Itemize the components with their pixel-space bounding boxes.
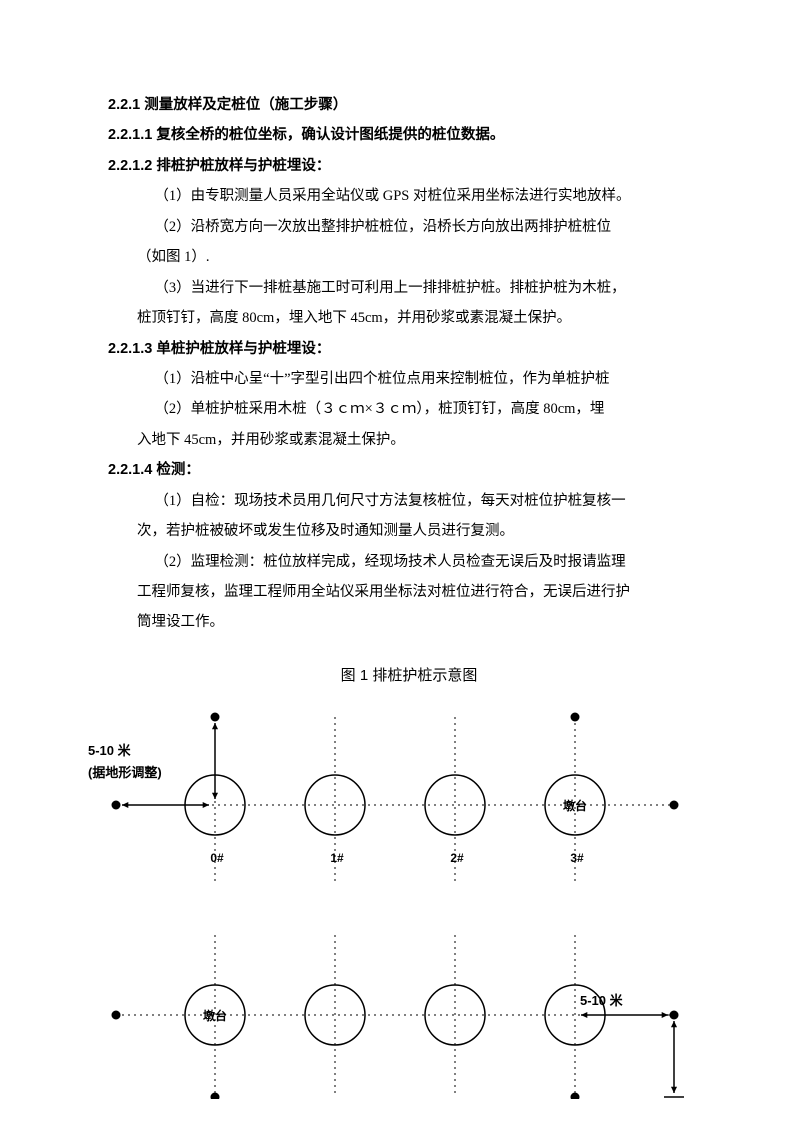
para-6a: （1）自检：现场技术员用几何尺寸方法复核桩位，每天对桩位护桩复核一 [108, 486, 710, 516]
figure-1-diagram: 5-10 米 (据地形调整) 0# 1# 2# 墩台 3# 墩台 5-10 米 [88, 699, 708, 1099]
para-5b: 入地下 45cm，并用砂浆或素混凝土保护。 [108, 425, 710, 455]
svg-text:墩台: 墩台 [563, 798, 587, 813]
para-1: （1）由专职测量人员采用全站仪或 GPS 对桩位采用坐标法进行实地放样。 [108, 181, 710, 211]
svg-text:5-10 米: 5-10 米 [580, 993, 624, 1008]
svg-text:0#: 0# [210, 851, 224, 865]
heading-2-2-1-3: 2.2.1.3 单桩护桩放样与护桩埋设： [108, 334, 710, 364]
svg-text:墩台: 墩台 [203, 1008, 227, 1023]
para-7a: （2）监理检测：桩位放样完成，经现场技术人员检查无误后及时报请监理 [108, 547, 710, 577]
heading-2-2-1-4: 2.2.1.4 检测： [108, 455, 710, 485]
para-3b: 桩顶钉钉，高度 80cm，埋入地下 45cm，并用砂浆或素混凝土保护。 [108, 303, 710, 333]
para-4: （1）沿桩中心呈“十”字型引出四个桩位点用来控制桩位，作为单桩护桩 [108, 364, 710, 394]
para-5a: （2）单桩护桩采用木桩（３ｃｍ×３ｃｍ），桩顶钉钉，高度 80cm，埋 [108, 394, 710, 424]
svg-text:(据地形调整): (据地形调整) [88, 765, 162, 780]
figure-1-caption: 图 1 排桩护桩示意图 [108, 664, 710, 685]
para-2b: （如图 1）. [108, 242, 710, 272]
para-2a: （2）沿桥宽方向一次放出整排护桩桩位，沿桥长方向放出两排护桩桩位 [108, 212, 710, 242]
svg-text:3#: 3# [570, 851, 584, 865]
para-3a: （3）当进行下一排桩基施工时可利用上一排排桩护桩。排桩护桩为木桩， [108, 273, 710, 303]
para-7c: 筒埋设工作。 [108, 607, 710, 637]
svg-text:1#: 1# [330, 851, 344, 865]
heading-2-2-1-1: 2.2.1.1 复核全桥的桩位坐标，确认设计图纸提供的桩位数据。 [108, 120, 710, 150]
svg-text:2#: 2# [450, 851, 464, 865]
svg-text:5-10 米: 5-10 米 [88, 743, 132, 758]
para-6b: 次，若护桩被破坏或发生位移及时通知测量人员进行复测。 [108, 516, 710, 546]
heading-2-2-1-2: 2.2.1.2 排桩护桩放样与护桩埋设： [108, 151, 710, 181]
para-7b: 工程师复核，监理工程师用全站仪采用坐标法对桩位进行符合，无误后进行护 [108, 577, 710, 607]
heading-2-2-1: 2.2.1 测量放样及定桩位（施工步骤） [108, 90, 710, 120]
